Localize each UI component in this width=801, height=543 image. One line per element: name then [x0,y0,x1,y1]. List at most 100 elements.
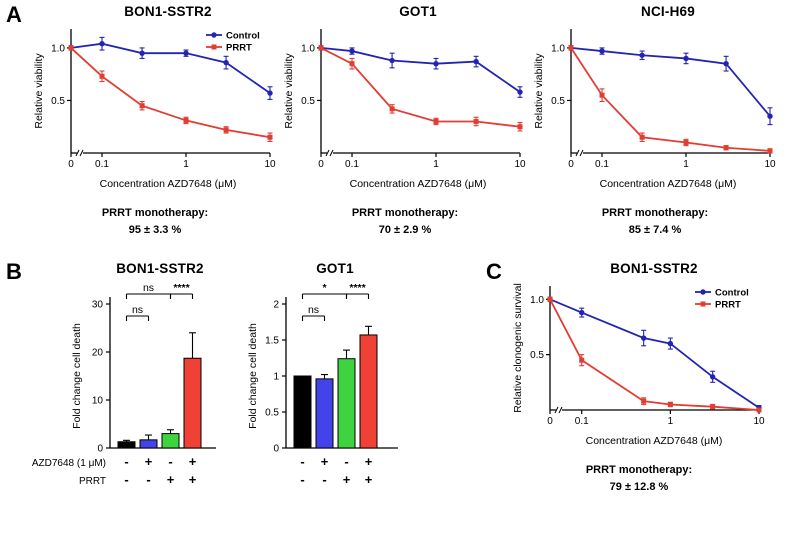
svg-text:-: - [146,472,150,487]
chart-title-bon1-sstr2-clonogenic: BON1-SSTR2 [610,261,698,277]
svg-text:0.1: 0.1 [595,159,609,170]
svg-text:1.0: 1.0 [551,43,565,54]
x-axis-label: Concentration AZD7648 (μM) [99,178,237,190]
svg-text:10: 10 [753,416,765,427]
svg-text:0.5: 0.5 [265,408,279,419]
caption-line1: PRRT monotherapy: [101,207,209,219]
x-axis-label: Concentration AZD7648 (μM) [599,178,737,190]
panel-a-row: A BON1-SSTR2 0.5 1.0 0 0.1 1 10 Relative viabi… [0,0,801,239]
caption-line2: 79 ± 12.8 % [609,481,669,494]
chart-title-bon1-sstr2-bars: BON1-SSTR2 [116,261,204,277]
svg-text:1: 1 [183,159,189,170]
svg-text:Control: Control [226,31,260,42]
cell-death-bar-chart-block-bon1-sstr2: BON1-SSTR2 0 10 20 30 Fold change cell death… [30,261,226,500]
svg-text:0: 0 [568,159,574,170]
prrt-monotherapy-caption: PRRT monotherapy: 79 ± 12.8 % [586,462,692,496]
svg-text:Relative clonogenic survival: Relative clonogenic survival [512,283,524,413]
svg-text:PRRT: PRRT [226,43,252,54]
svg-text:-: - [300,454,304,469]
clonogenic-chart-block-bon1-sstr2: BON1-SSTR2 0.5 1.0 0 0.1 1 10 Relative clonoge… [510,261,768,496]
svg-text:+: + [365,472,373,487]
svg-text:0.5: 0.5 [301,96,315,107]
svg-text:PRRT: PRRT [715,300,741,311]
viability-chart-block-bon1-sstr2: BON1-SSTR2 0.5 1.0 0 0.1 1 10 Relative viabili… [30,4,280,239]
svg-text:1.0: 1.0 [530,295,544,306]
svg-text:0: 0 [97,444,103,455]
viability-line-chart-got1: 0.5 1.0 0 0.1 1 10 Relative viability [283,29,526,170]
svg-text:1.0: 1.0 [301,43,315,54]
svg-text:*: * [322,282,327,294]
svg-text:0.1: 0.1 [574,416,588,427]
svg-text:ns: ns [143,282,154,294]
x-axis-label: Concentration AZD7648 (μM) [349,178,487,190]
svg-text:0: 0 [547,416,553,427]
svg-text:+: + [189,454,197,469]
panel-label-c: C [486,259,502,285]
svg-text:-: - [124,454,128,469]
svg-text:Relative viability: Relative viability [533,53,545,129]
svg-text:10: 10 [764,159,776,170]
svg-text:0.5: 0.5 [530,350,544,361]
viability-chart-block-nci-h69: NCI-H69 0.5 1.0 0 0.1 1 10 Relative viability … [530,4,780,239]
svg-text:Relative viability: Relative viability [33,53,45,129]
svg-text:10: 10 [264,159,276,170]
svg-text:AZD7648 (1 μM): AZD7648 (1 μM) [32,458,106,469]
caption-line2: 95 ± 3.3 % [128,224,182,237]
svg-text:0.1: 0.1 [95,159,109,170]
svg-text:10: 10 [92,396,104,407]
svg-text:-: - [168,454,172,469]
chart-title-nci-h69: NCI-H69 [641,4,695,19]
caption-line1: PRRT monotherapy: [601,207,709,219]
prrt-monotherapy-caption: PRRT monotherapy: 95 ± 3.3 % [102,205,208,239]
viability-line-chart-bon1-sstr2: 0.5 1.0 0 0.1 1 10 Relative viability ControlPR… [33,29,276,170]
svg-text:0: 0 [68,159,74,170]
clonogenic-line-chart-bon1-sstr2: 0.5 1.0 0 0.1 1 10 Relative clonogenic surviva… [512,283,765,427]
svg-text:0: 0 [318,159,324,170]
svg-text:2: 2 [273,300,279,311]
svg-text:+: + [343,472,351,487]
prrt-monotherapy-caption: PRRT monotherapy: 70 ± 2.9 % [352,205,458,239]
svg-text:+: + [189,472,197,487]
svg-text:1.0: 1.0 [51,43,65,54]
caption-line2: 85 ± 7.4 % [628,224,682,237]
svg-text:0.5: 0.5 [51,96,65,107]
svg-text:Relative viability: Relative viability [283,53,295,129]
svg-text:0.5: 0.5 [551,96,565,107]
panel-label-a: A [6,2,22,27]
chart-title-bon1-sstr2: BON1-SSTR2 [124,4,212,19]
svg-text:Fold change cell death: Fold change cell death [247,323,259,429]
svg-text:****: **** [173,282,190,294]
svg-text:1.5: 1.5 [265,336,279,347]
svg-text:1: 1 [273,372,279,383]
svg-text:1: 1 [667,416,673,427]
svg-text:+: + [167,472,175,487]
svg-text:1: 1 [433,159,439,170]
x-axis-label: Concentration AZD7648 (μM) [585,435,723,448]
svg-text:-: - [124,472,128,487]
prrt-monotherapy-caption: PRRT monotherapy: 85 ± 7.4 % [602,205,708,239]
svg-text:-: - [300,472,304,487]
viability-chart-block-got1: GOT1 0.5 1.0 0 0.1 1 10 Relative viability Con… [280,4,530,239]
chart-title-got1-bars: GOT1 [316,261,354,277]
svg-text:ns: ns [132,304,143,316]
panel-b-c-row: B BON1-SSTR2 0 10 20 30 Fold change cell dea… [0,261,801,500]
svg-text:PRRT: PRRT [79,476,106,487]
svg-text:20: 20 [92,348,104,359]
panel-label-b: B [6,259,22,285]
cell-death-bar-chart-block-got1: GOT1 0 0.5 1 1.5 2 Fold change cell death ns * *… [240,261,408,500]
svg-text:+: + [145,454,153,469]
svg-text:ns: ns [308,304,319,316]
viability-line-chart-nci-h69: 0.5 1.0 0 0.1 1 10 Relative viability [533,29,776,170]
svg-text:Fold change cell death: Fold change cell death [71,323,83,429]
svg-text:****: **** [349,282,366,294]
svg-text:1: 1 [683,159,689,170]
svg-text:Control: Control [715,288,749,299]
svg-text:-: - [322,472,326,487]
caption-line1: PRRT monotherapy: [351,207,459,219]
chart-title-got1: GOT1 [399,4,437,19]
svg-text:+: + [365,454,373,469]
svg-text:10: 10 [514,159,526,170]
